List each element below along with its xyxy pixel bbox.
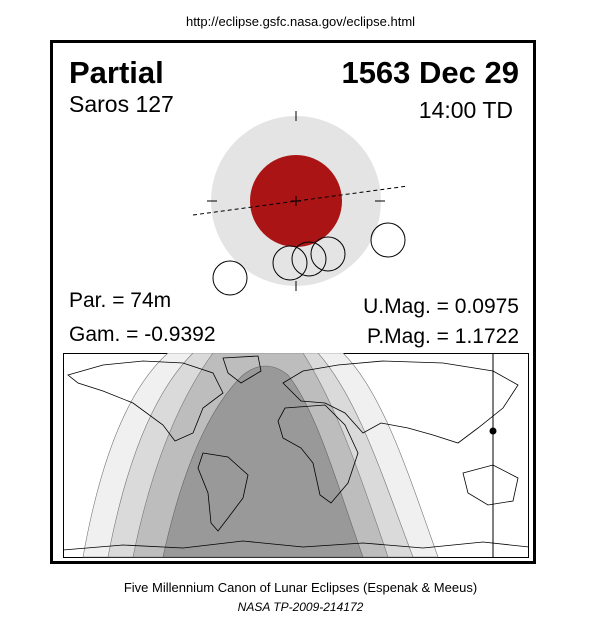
eclipse-date: 1563 Dec 29 <box>341 55 519 90</box>
africa-outline <box>277 404 359 504</box>
moon-position-p1 <box>212 260 248 296</box>
eurasia-outline <box>282 360 519 444</box>
umbral-magnitude: U.Mag. = 0.0975 <box>363 295 519 318</box>
eclipse-type: Partial <box>69 55 164 90</box>
north-america-outline <box>67 360 224 442</box>
source-url: http://eclipse.gsfc.nasa.gov/eclipse.htm… <box>185 14 416 29</box>
penumbral-magnitude: P.Mag. = 1.1722 <box>367 325 519 348</box>
visibility-zone-full <box>162 365 364 558</box>
moon-position-p4 <box>370 222 406 258</box>
moon-position-greatest <box>291 241 327 277</box>
publication-id: NASA TP-2009-214172 <box>237 600 364 614</box>
south-america-outline <box>197 452 249 532</box>
eclipse-time: 14:00 TD <box>418 97 513 123</box>
moon-position-u1 <box>272 245 308 281</box>
eclipse-panel: Partial 1563 Dec 29 Saros 127 14:00 TD P… <box>50 40 536 564</box>
sublunar-point <box>489 427 497 435</box>
antarctica-outline <box>63 540 529 551</box>
saros-number: Saros 127 <box>69 91 174 117</box>
moon-position-u4 <box>310 236 346 272</box>
eclipse-geometry-diagram <box>192 111 409 296</box>
partial-duration: Par. = 74m <box>69 289 172 312</box>
greenland-outline <box>222 355 262 384</box>
visibility-world-map <box>63 353 529 558</box>
canon-credit: Five Millennium Canon of Lunar Eclipses … <box>123 580 478 595</box>
gamma-value: Gam. = -0.9392 <box>69 323 216 346</box>
ecliptic-line <box>192 185 409 216</box>
